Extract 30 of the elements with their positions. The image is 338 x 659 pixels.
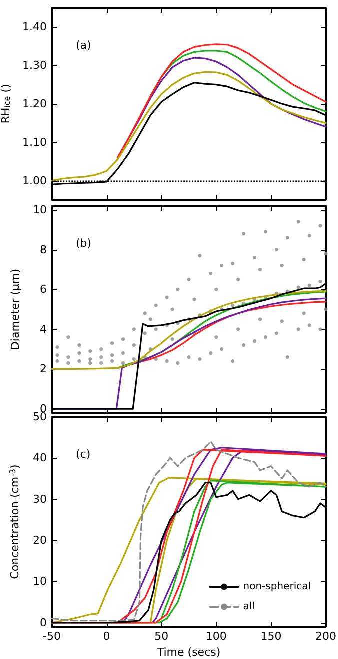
- y-axis-title: Concentration (cm-3): [8, 464, 22, 580]
- y-tick-label: 2: [40, 362, 47, 376]
- x-tick-label: -50: [43, 630, 61, 643]
- annotation: (c): [76, 448, 91, 461]
- x-axis-title: Time (secs): [156, 646, 221, 659]
- y-tick-label: 10: [33, 203, 47, 216]
- legend-label: all: [243, 602, 255, 612]
- x-tick-label: 50: [154, 630, 169, 643]
- y-tick-label: 40: [33, 452, 47, 465]
- y-axis-title: RHice (): [0, 84, 13, 124]
- y-tick-label: 1.00: [22, 174, 47, 188]
- y-tick-label: 6: [40, 283, 47, 296]
- annotation: (b): [76, 237, 92, 250]
- y-tick-label: 10: [33, 575, 47, 588]
- y-tick-label: 30: [33, 492, 47, 506]
- y-tick-label: 1.10: [22, 136, 47, 149]
- x-tick-label: 200: [316, 630, 336, 643]
- y-tick-label: 1.30: [22, 59, 47, 72]
- x-tick-label: 0: [103, 630, 110, 643]
- y-tick-label: 20: [33, 534, 47, 548]
- y-tick-label: 1.40: [22, 20, 47, 34]
- x-tick-label: 150: [260, 630, 282, 643]
- y-tick-label: 8: [40, 243, 47, 256]
- y-tick-label: 1.20: [22, 98, 47, 110]
- y-tick-label: 0: [40, 616, 47, 630]
- legend-label: non-spherical: [243, 582, 312, 592]
- y-axis-title: Diameter (μm): [9, 268, 22, 350]
- x-tick-label: 100: [206, 630, 227, 643]
- annotation: (a): [76, 39, 92, 52]
- y-tick-label: 4: [40, 322, 47, 336]
